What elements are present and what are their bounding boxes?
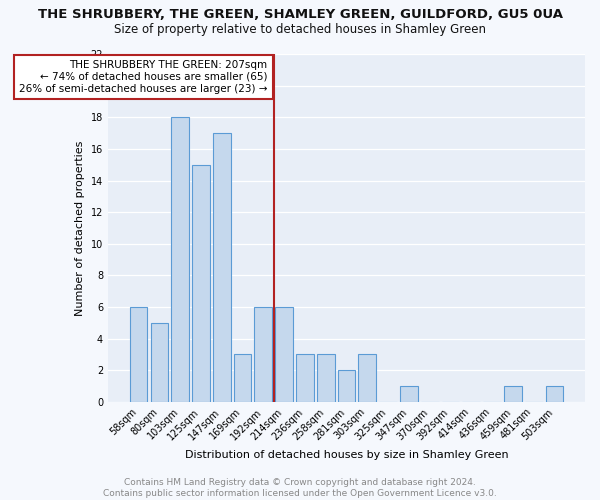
Bar	[338, 370, 355, 402]
Text: Size of property relative to detached houses in Shamley Green: Size of property relative to detached ho…	[114, 22, 486, 36]
Text: Contains HM Land Registry data © Crown copyright and database right 2024.
Contai: Contains HM Land Registry data © Crown c…	[103, 478, 497, 498]
Bar	[234, 354, 251, 402]
Bar	[545, 386, 563, 402]
Bar	[358, 354, 376, 402]
Text: THE SHRUBBERY THE GREEN: 207sqm
← 74% of detached houses are smaller (65)
26% of: THE SHRUBBERY THE GREEN: 207sqm ← 74% of…	[19, 60, 268, 94]
Bar	[254, 307, 272, 402]
Bar	[275, 307, 293, 402]
Bar	[172, 118, 189, 402]
X-axis label: Distribution of detached houses by size in Shamley Green: Distribution of detached houses by size …	[185, 450, 508, 460]
Bar	[296, 354, 314, 402]
Bar	[504, 386, 522, 402]
Y-axis label: Number of detached properties: Number of detached properties	[75, 140, 85, 316]
Bar	[400, 386, 418, 402]
Bar	[192, 164, 210, 402]
Bar	[317, 354, 335, 402]
Bar	[130, 307, 148, 402]
Text: THE SHRUBBERY, THE GREEN, SHAMLEY GREEN, GUILDFORD, GU5 0UA: THE SHRUBBERY, THE GREEN, SHAMLEY GREEN,…	[37, 8, 563, 20]
Bar	[151, 323, 168, 402]
Bar	[213, 133, 230, 402]
